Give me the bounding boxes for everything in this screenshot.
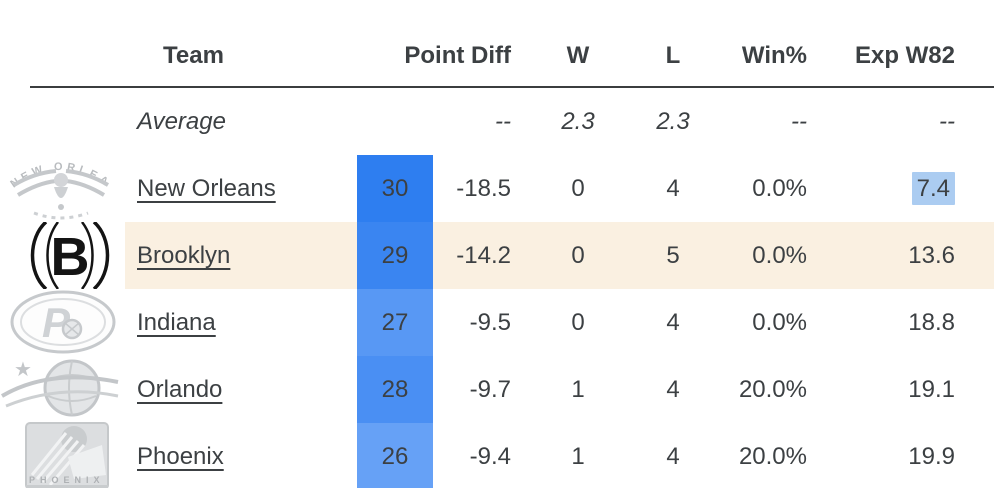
point-diff-value: -9.4 (469, 442, 511, 470)
pacers-logo-icon: P (10, 290, 116, 354)
team-cell: Brooklyn (125, 242, 357, 270)
team-logo-cell: B (0, 222, 125, 289)
svg-text:B: B (51, 227, 90, 287)
table-row: ★ Orlando 28 -9.7 1 4 20.0% 19.1 (0, 356, 994, 423)
average-row: Average -- 2.3 2.3 -- -- (0, 88, 994, 155)
average-point-diff: -- (495, 107, 511, 135)
losses-value: 5 (666, 241, 680, 269)
header-point-diff: Point Diff (404, 42, 511, 69)
team-logo-cell: PHOENIX (0, 422, 125, 488)
team-cell: Phoenix (125, 443, 357, 471)
exp-w82-value-selected: 7.4 (911, 171, 955, 205)
average-win-pct: -- (791, 107, 807, 135)
losses-value: 4 (666, 308, 680, 336)
table-row: PHOENIX Phoenix 26 -9.4 1 4 20.0% 19.9 (0, 422, 994, 488)
exp-w82-value: 18.8 (908, 308, 955, 336)
point-diff-rank-cell: 27 (357, 289, 433, 356)
exp-w82-cell: 18.8 (813, 309, 960, 337)
rank-value: 27 (381, 308, 409, 336)
exp-w82-cell: 19.1 (813, 376, 960, 404)
team-link-orlando[interactable]: Orlando (137, 375, 223, 403)
nets-logo-icon: B (20, 222, 120, 289)
team-link-phoenix[interactable]: Phoenix (137, 442, 224, 470)
point-diff-value: -18.5 (456, 174, 511, 202)
team-logo-cell: P (0, 289, 125, 356)
average-label: Average (137, 107, 226, 135)
team-cell: Indiana (125, 309, 357, 337)
header-losses: L (665, 42, 681, 69)
win-pct-value: 0.0% (752, 174, 807, 202)
rank-value: 29 (381, 241, 409, 269)
svg-text:★: ★ (14, 359, 32, 381)
losses-value: 4 (666, 442, 680, 470)
table-row: B Brooklyn 29 -14.2 0 5 0.0% 13.6 (0, 222, 994, 289)
team-cell: Orlando (125, 376, 357, 404)
point-diff-value: -14.2 (456, 241, 511, 269)
point-diff-rank-cell: 29 (357, 222, 433, 289)
rank-value: 28 (381, 375, 409, 403)
team-logo-cell: ★ (0, 356, 125, 423)
wins-value: 0 (571, 308, 585, 336)
team-logo-cell: NEW ORLEANS (0, 149, 125, 222)
rank-value: 30 (381, 174, 409, 202)
team-link-new-orleans[interactable]: New Orleans (137, 174, 276, 202)
average-wins: 2.3 (561, 107, 595, 135)
win-pct-value: 0.0% (752, 308, 807, 336)
team-link-brooklyn[interactable]: Brooklyn (137, 241, 231, 269)
header-team: Team (163, 42, 224, 69)
exp-w82-value: 19.9 (908, 442, 955, 470)
win-pct-value: 0.0% (752, 241, 807, 269)
team-link-indiana[interactable]: Indiana (137, 308, 216, 336)
wins-value: 1 (571, 442, 585, 470)
header-win-pct: Win% (741, 42, 807, 69)
average-exp-w82: -- (939, 107, 955, 135)
exp-w82-cell: 19.9 (813, 443, 960, 471)
point-diff-rank-cell: 26 (357, 423, 433, 488)
average-losses: 2.3 (656, 107, 690, 135)
header-exp-w82: Exp W82 (854, 42, 955, 69)
exp-w82-cell: 7.4 (813, 171, 960, 205)
header-divider (30, 86, 994, 88)
exp-w82-value: 19.1 (908, 375, 955, 403)
table-row: NEW ORLEANS New Orleans 30 -18.5 0 4 0.0… (0, 149, 994, 222)
wins-value: 1 (571, 375, 585, 403)
table-row: P Indiana 27 -9.5 0 4 0.0% 18.8 (0, 289, 994, 356)
table-header-row: Team Point Diff W L Win% Exp W82 (0, 0, 994, 88)
point-diff-value: -9.7 (469, 375, 511, 403)
rank-value: 26 (381, 442, 409, 470)
wins-value: 0 (571, 241, 585, 269)
team-cell: New Orleans (125, 175, 357, 203)
exp-w82-value: 13.6 (908, 241, 955, 269)
point-diff-rank-cell: 30 (357, 155, 433, 222)
point-diff-rank-cell: 28 (357, 356, 433, 423)
suns-logo-icon: PHOENIX (25, 422, 109, 488)
magic-logo-icon: ★ (0, 359, 119, 417)
header-wins: W (566, 42, 590, 69)
losses-value: 4 (666, 174, 680, 202)
win-pct-value: 20.0% (738, 442, 807, 470)
exp-w82-cell: 13.6 (813, 242, 960, 270)
pelicans-logo-icon: NEW ORLEANS (6, 149, 109, 220)
win-pct-value: 20.0% (738, 375, 807, 403)
svg-text:PHOENIX: PHOENIX (29, 475, 105, 485)
wins-value: 0 (571, 174, 585, 202)
losses-value: 4 (666, 375, 680, 403)
point-diff-value: -9.5 (469, 308, 511, 336)
